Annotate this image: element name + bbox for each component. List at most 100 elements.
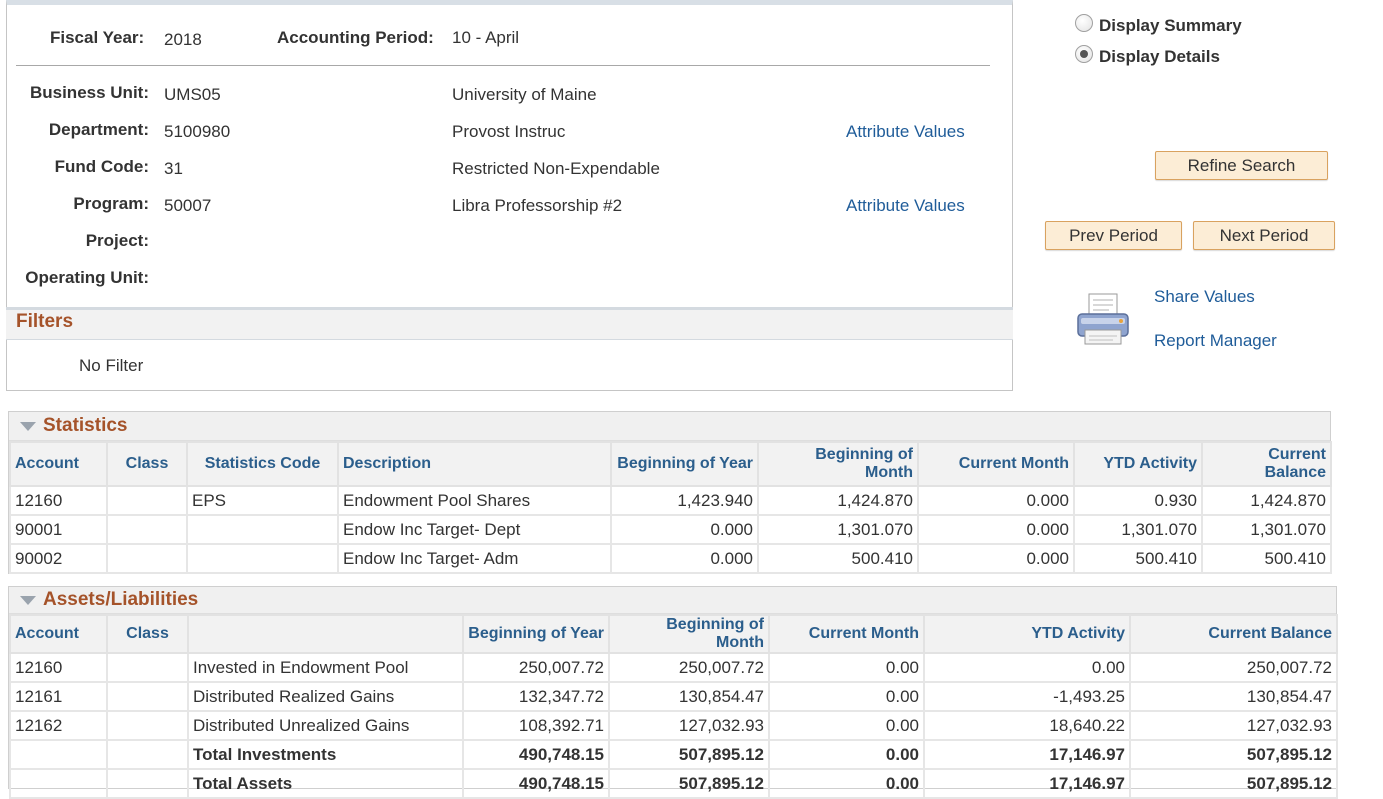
printer-icon[interactable] [1073,290,1133,350]
next-period-button[interactable]: Next Period [1193,221,1335,250]
cell: 12160 [9,652,108,683]
cell: 1,423.940 [610,485,759,516]
col-description [187,614,464,654]
cell: 0.00 [768,739,925,770]
department-description: Provost Instruc [452,122,566,141]
refine-search-button[interactable]: Refine Search [1155,151,1328,180]
cell: 0.000 [610,543,759,574]
table-row: 12160 Invested in Endowment Pool 250,007… [9,652,1338,683]
cell: 12162 [9,710,108,741]
cell: 490,748.15 [462,739,610,770]
cell [106,543,188,574]
cell [106,485,188,516]
fiscal-year-label: Fiscal Year: [50,28,145,47]
cell [106,681,189,712]
cell [106,514,188,545]
filters-header [6,307,1013,340]
cell [9,739,108,770]
total-row: Total Investments 490,748.15 507,895.12 … [9,739,1338,770]
cell: Endow Inc Target- Dept [337,514,612,545]
accounting-period-value: 10 - April [452,28,520,47]
cell: Distributed Realized Gains [187,681,464,712]
criteria-panel [6,0,1013,391]
cell: 1,301.070 [1073,514,1203,545]
cell: 127,032.93 [1129,710,1338,741]
fund-code-description: Restricted Non-Expendable [452,159,660,178]
prev-period-button[interactable]: Prev Period [1045,221,1182,250]
cell: 250,007.72 [608,652,770,683]
cell: 0.00 [768,681,925,712]
cell: 130,854.47 [608,681,770,712]
cell [106,710,189,741]
statistics-header: Statistics [9,412,1330,441]
table-row: 12162 Distributed Unrealized Gains 108,3… [9,710,1338,741]
cell: Invested in Endowment Pool [187,652,464,683]
cell: 250,007.72 [1129,652,1338,683]
cell: EPS [186,485,339,516]
col-ytd-activity: YTD Activity [1073,441,1203,487]
collapse-triangle-icon[interactable] [20,422,36,431]
cell: Distributed Unrealized Gains [187,710,464,741]
filters-text: No Filter [79,356,144,375]
cell: 0.00 [768,710,925,741]
cell: 0.00 [768,652,925,683]
program-attribute-values-link[interactable]: Attribute Values [846,196,965,215]
cell: 108,392.71 [462,710,610,741]
fiscal-year-value: 2018 [164,30,202,49]
cell [106,739,189,770]
col-statistics-code: Statistics Code [186,441,339,487]
cell: 127,032.93 [608,710,770,741]
project-label: Project: [85,231,149,250]
col-current-month: Current Month [917,441,1075,487]
col-beginning-of-month: Beginning of Month [608,614,770,654]
cell: 12161 [9,681,108,712]
cell: 12160 [9,485,108,516]
assets-liabilities-title: Assets/Liabilities [43,589,199,610]
collapse-triangle-icon[interactable] [20,596,36,605]
accounting-period-label: Accounting Period: [277,28,434,47]
cell: 500.410 [1201,543,1332,574]
cell: 0.000 [917,514,1075,545]
share-values-link[interactable]: Share Values [1154,287,1255,306]
divider [16,65,990,66]
program-description: Libra Professorship #2 [452,196,623,215]
cell: -1,493.25 [923,681,1131,712]
assets-liabilities-grid: Assets/Liabilities Account Class Beginni… [8,586,1338,799]
cell: 0.000 [917,485,1075,516]
cell: 17,146.97 [923,739,1131,770]
business-unit-value: UMS05 [164,85,221,104]
col-account: Account [9,441,108,487]
cell [186,543,339,574]
display-details-radio[interactable] [1075,45,1093,63]
cell: 132,347.72 [462,681,610,712]
cell: 90001 [9,514,108,545]
display-summary-label[interactable]: Display Summary [1099,16,1242,35]
report-manager-link[interactable]: Report Manager [1154,331,1277,350]
col-description: Description [337,441,612,487]
col-beginning-of-year: Beginning of Year [610,441,759,487]
table-row: 90002 Endow Inc Target- Adm 0.000 500.41… [9,543,1332,574]
fund-code-value: 31 [164,159,183,178]
operating-unit-label: Operating Unit: [25,268,149,287]
cell: 1,301.070 [757,514,919,545]
display-summary-radio[interactable] [1075,14,1093,32]
display-details-label[interactable]: Display Details [1099,47,1220,66]
cell: Total Investments [187,739,464,770]
cell: 500.410 [757,543,919,574]
table-row: 90001 Endow Inc Target- Dept 0.000 1,301… [9,514,1332,545]
department-attribute-values-link[interactable]: Attribute Values [846,122,965,141]
col-beginning-of-year: Beginning of Year [462,614,610,654]
filters-title: Filters [16,311,74,332]
cell [106,652,189,683]
assets-liabilities-table: Account Class Beginning of Year Beginnin… [9,614,1338,799]
cell: 0.000 [610,514,759,545]
cell: Endow Inc Target- Adm [337,543,612,574]
col-class: Class [106,441,188,487]
total-row: Total Assets 490,748.15 507,895.12 0.00 … [9,768,1338,799]
business-unit-label: Business Unit: [29,83,149,102]
cell: 1,301.070 [1201,514,1332,545]
cell: 507,895.12 [1129,739,1338,770]
cell: 500.410 [1073,543,1203,574]
statistics-title: Statistics [43,415,128,436]
department-value: 5100980 [164,122,231,141]
